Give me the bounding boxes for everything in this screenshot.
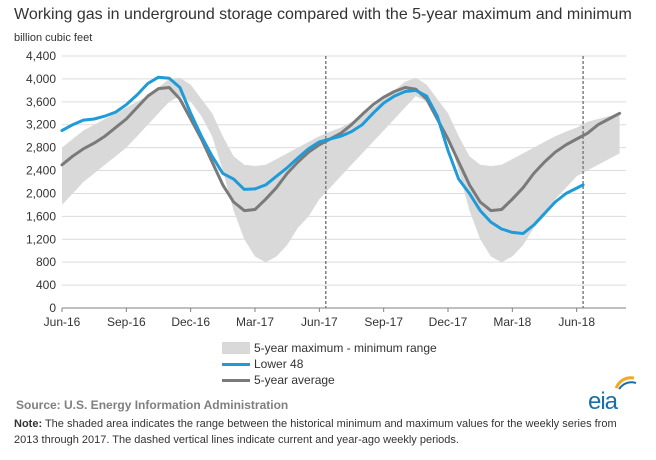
- legend-label-average: 5-year average: [254, 373, 335, 387]
- x-tick-labels: Jun-16 Sep-16 Dec-16 Mar-17 Jun-17 Sep-17 Dec-…: [44, 315, 596, 329]
- legend-item-lower48: Lower 48: [222, 356, 437, 372]
- y-tick-label: 3,200: [26, 118, 56, 132]
- x-tick-label: Mar-18: [493, 315, 531, 329]
- x-tick-label: Sep-17: [364, 315, 403, 329]
- y-tick-label: 1,200: [26, 232, 56, 246]
- logo-arc-icon: [614, 376, 637, 390]
- storage-chart: 0 400 800 1,200 1,600 2,000 2,400 2,800 3,200 3,6…: [26, 49, 626, 329]
- chart-title: Working gas in underground storage compa…: [14, 6, 632, 23]
- eia-logo: eia: [586, 374, 646, 415]
- x-tick-label: Jun-17: [301, 315, 338, 329]
- y-tick-labels: 0 400 800 1,200 1,600 2,000 2,400 2,800 3,200 3,6…: [26, 49, 56, 315]
- y-tick-label: 400: [36, 278, 56, 292]
- legend-item-range: 5-year maximum - minimum range: [222, 340, 437, 356]
- x-tick-label: Dec-17: [429, 315, 468, 329]
- legend: 5-year maximum - minimum range Lower 48 …: [222, 340, 437, 388]
- y-tick-label: 2,000: [26, 186, 56, 200]
- x-tick-label: Mar-17: [236, 315, 274, 329]
- y-tick-label: 4,400: [26, 49, 56, 63]
- y-tick-label: 0: [49, 301, 56, 315]
- x-tick-label: Jun-18: [558, 315, 595, 329]
- series-line-lower48: [60, 75, 585, 235]
- y-axis-unit-label: billion cubic feet: [14, 32, 93, 44]
- y-tick-label: 4,000: [26, 72, 56, 86]
- x-tick-label: Jun-16: [44, 315, 81, 329]
- legend-label-range: 5-year maximum - minimum range: [254, 341, 437, 355]
- legend-swatch-average: [222, 378, 250, 382]
- legend-swatch-range: [222, 342, 250, 354]
- legend-item-average: 5-year average: [222, 372, 437, 388]
- note-text: Note: The shaded area indicates the rang…: [14, 416, 644, 448]
- range-band: [62, 77, 620, 263]
- y-tick-label: 3,600: [26, 95, 56, 109]
- y-tick-label: 1,600: [26, 209, 56, 223]
- range-band-group: [62, 77, 620, 263]
- series-lines: [60, 75, 622, 235]
- y-tick-label: 2,800: [26, 141, 56, 155]
- x-tick-label: Dec-16: [171, 315, 210, 329]
- note-label: Note:: [14, 418, 43, 430]
- y-tick-label: 2,400: [26, 164, 56, 178]
- series-line-average: [60, 86, 622, 213]
- note-body: The shaded area indicates the range betw…: [14, 418, 617, 446]
- legend-swatch-lower48: [222, 362, 250, 366]
- x-tick-label: Sep-16: [107, 315, 146, 329]
- legend-label-lower48: Lower 48: [254, 357, 304, 371]
- y-tick-label: 800: [36, 255, 56, 269]
- source-text: Source: U.S. Energy Information Administ…: [16, 398, 289, 412]
- logo-wordmark: eia: [588, 388, 618, 415]
- period-lines: [325, 56, 584, 308]
